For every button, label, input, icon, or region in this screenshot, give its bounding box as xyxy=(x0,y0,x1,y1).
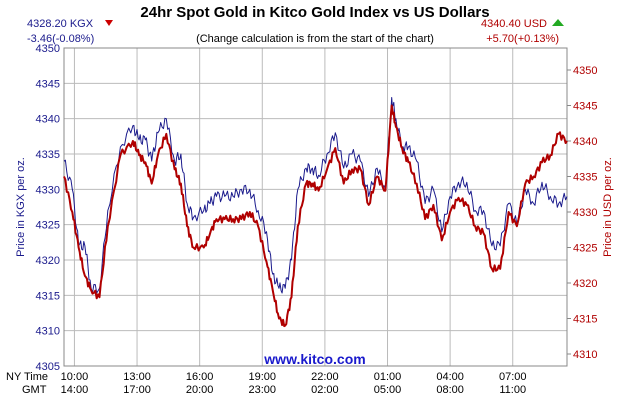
x-tick-ny: 07:00 xyxy=(499,371,527,383)
left-tick-label: 4335 xyxy=(36,149,60,161)
right-axis-label: Price in USD per oz. xyxy=(602,157,614,257)
left-tick-label: 4345 xyxy=(36,78,60,90)
right-tick-label: 4340 xyxy=(573,136,597,148)
gmt-label: GMT xyxy=(22,384,47,396)
left-tick-label: 4350 xyxy=(36,43,60,55)
x-tick-gmt: 11:00 xyxy=(499,384,526,396)
right-tick-label: 4325 xyxy=(573,243,597,255)
right-tick-label: 4350 xyxy=(573,65,597,77)
kgx-price: 4328.20 KGX xyxy=(27,18,94,30)
x-tick-gmt: 14:00 xyxy=(61,384,89,396)
x-tick-ny: 13:00 xyxy=(123,371,151,383)
right-tick-label: 4320 xyxy=(573,278,597,290)
usd-price: 4340.40 USD xyxy=(481,18,547,30)
x-tick-gmt: 02:00 xyxy=(311,384,339,396)
watermark[interactable]: www.kitco.com xyxy=(263,351,365,367)
x-tick-gmt: 08:00 xyxy=(436,384,464,396)
left-tick-label: 4310 xyxy=(36,326,60,338)
usd-change: +5.70(+0.13%) xyxy=(486,33,559,45)
left-tick-label: 4315 xyxy=(36,290,60,302)
left-tick-label: 4325 xyxy=(36,220,60,232)
x-tick-ny: 04:00 xyxy=(436,371,464,383)
left-axis-ticks: 4305 4310 4315 4320 4325 4330 4335 4340 4345 4350 xyxy=(36,43,60,373)
left-tick-label: 4340 xyxy=(36,114,60,126)
x-tick-gmt: 23:00 xyxy=(249,384,277,396)
kgx-change: -3.46(-0.08%) xyxy=(27,33,94,45)
ny-time-label: NY Time xyxy=(6,371,48,383)
right-tick-label: 4335 xyxy=(573,172,597,184)
x-tick-ny: 01:00 xyxy=(374,371,402,383)
left-axis-label: Price in KGX per oz. xyxy=(15,157,27,257)
usd-series-line xyxy=(63,104,568,328)
chart-subtitle: (Change calculation is from the start of… xyxy=(196,33,434,45)
left-tick-label: 4320 xyxy=(36,255,60,267)
left-tick-label: 4330 xyxy=(36,184,60,196)
chart-title: 24hr Spot Gold in Kitco Gold Index vs US… xyxy=(140,4,489,21)
x-tick-gmt: 17:00 xyxy=(123,384,151,396)
right-tick-label: 4345 xyxy=(573,101,597,113)
plot-frame xyxy=(63,47,568,367)
x-tick-ny: 10:00 xyxy=(61,371,89,383)
series-group xyxy=(63,97,568,328)
kgx-down-arrow-icon xyxy=(105,20,113,26)
usd-up-arrow-icon xyxy=(552,19,564,26)
right-tick-label: 4330 xyxy=(573,207,597,219)
grid-group xyxy=(64,47,567,367)
x-tick-ny: 22:00 xyxy=(311,371,339,383)
x-tick-gmt: 05:00 xyxy=(374,384,402,396)
right-tick-label: 4310 xyxy=(573,349,597,361)
x-tick-gmt: 20:00 xyxy=(186,384,214,396)
x-tick-ny: 19:00 xyxy=(249,371,277,383)
left-tick-label: 4305 xyxy=(36,361,60,373)
right-tick-label: 4315 xyxy=(573,314,597,326)
right-axis-ticks: 4310 4315 4320 4325 4330 4335 4340 4345 4350 xyxy=(567,65,597,361)
x-tick-ny: 16:00 xyxy=(186,371,214,383)
kgx-series-line xyxy=(63,97,568,294)
